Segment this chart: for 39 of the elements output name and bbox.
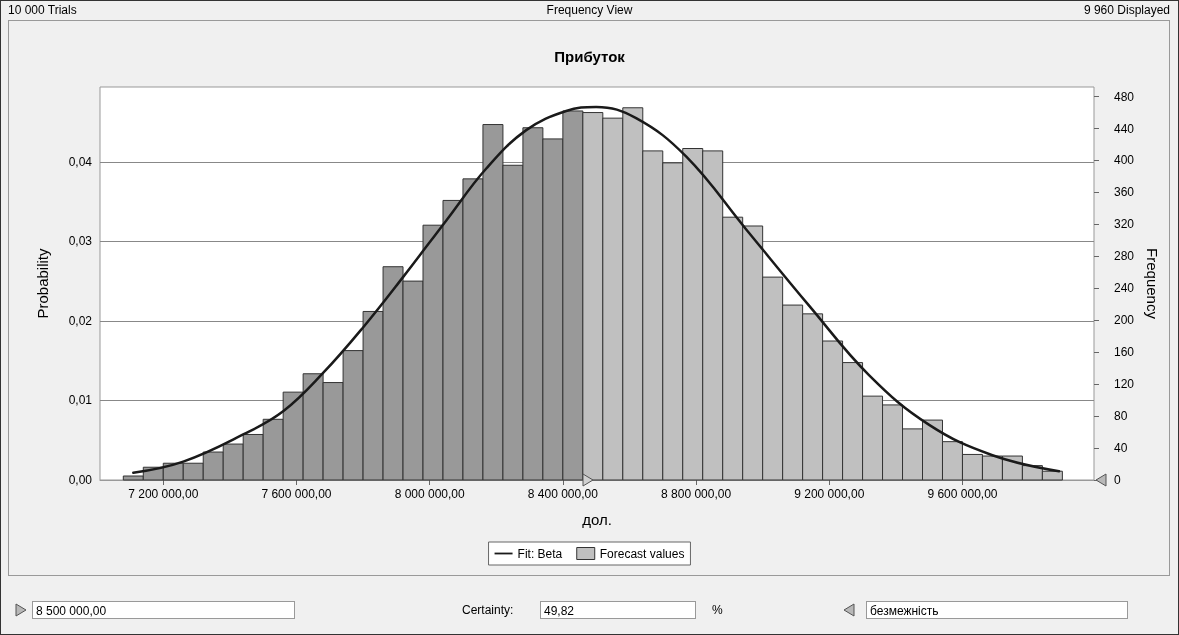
text: %: [712, 603, 723, 617]
text: 10 000 Trials: [8, 3, 77, 17]
chart-title: Прибуток: [554, 48, 626, 65]
y2-tick-label: 400: [1114, 153, 1135, 168]
text: Certainty:: [462, 603, 514, 617]
text: безмежність: [866, 601, 1128, 619]
y-tick-label: 0,01: [68, 393, 93, 408]
y-tick-label: 0,03: [68, 234, 93, 249]
x-tick-label: 9 600 000,00: [927, 487, 998, 501]
text: Frequency View: [546, 3, 633, 17]
x-tick-label: 8 800 000,00: [661, 487, 732, 501]
y2-axis-title: Frequency: [1143, 248, 1161, 320]
y2-tick-label: 320: [1114, 217, 1135, 232]
y2-tick-label: 0: [1114, 473, 1121, 487]
y2-tick-label: 240: [1114, 281, 1135, 296]
y2-tick-label: 480: [1114, 89, 1135, 104]
x-tick-label: 9 200 000,00: [794, 487, 865, 501]
x-tick-label: 7 200 000,00: [128, 487, 199, 501]
y2-tick-label: 120: [1114, 377, 1135, 392]
y2-tick-label: 440: [1114, 121, 1135, 136]
text: 9 960 Displayed: [1083, 3, 1170, 17]
y2-tick-label: 200: [1114, 313, 1135, 328]
y-tick-label: 0,02: [68, 313, 93, 328]
text: 8 500 000,00: [32, 601, 295, 619]
legend-label: Fit: Beta: [517, 546, 563, 561]
y2-tick-label: 160: [1114, 345, 1135, 360]
x-tick-label: 7 600 000,00: [261, 487, 332, 501]
x-axis-title: дол.: [582, 511, 612, 528]
text: 49,82: [540, 601, 696, 619]
y2-tick-label: 80: [1114, 409, 1128, 424]
y-axis-title: Probability: [34, 247, 51, 319]
y-tick-label: 0,00: [68, 473, 93, 487]
y2-tick-label: 280: [1114, 249, 1135, 264]
x-tick-label: 8 400 000,00: [527, 487, 599, 501]
y2-tick-label: 40: [1114, 441, 1128, 456]
legend-label: Forecast values: [599, 546, 685, 561]
x-tick-label: 8 000 000,00: [394, 487, 466, 501]
y-tick-label: 0,04: [68, 154, 93, 169]
y2-tick-label: 360: [1114, 185, 1135, 200]
